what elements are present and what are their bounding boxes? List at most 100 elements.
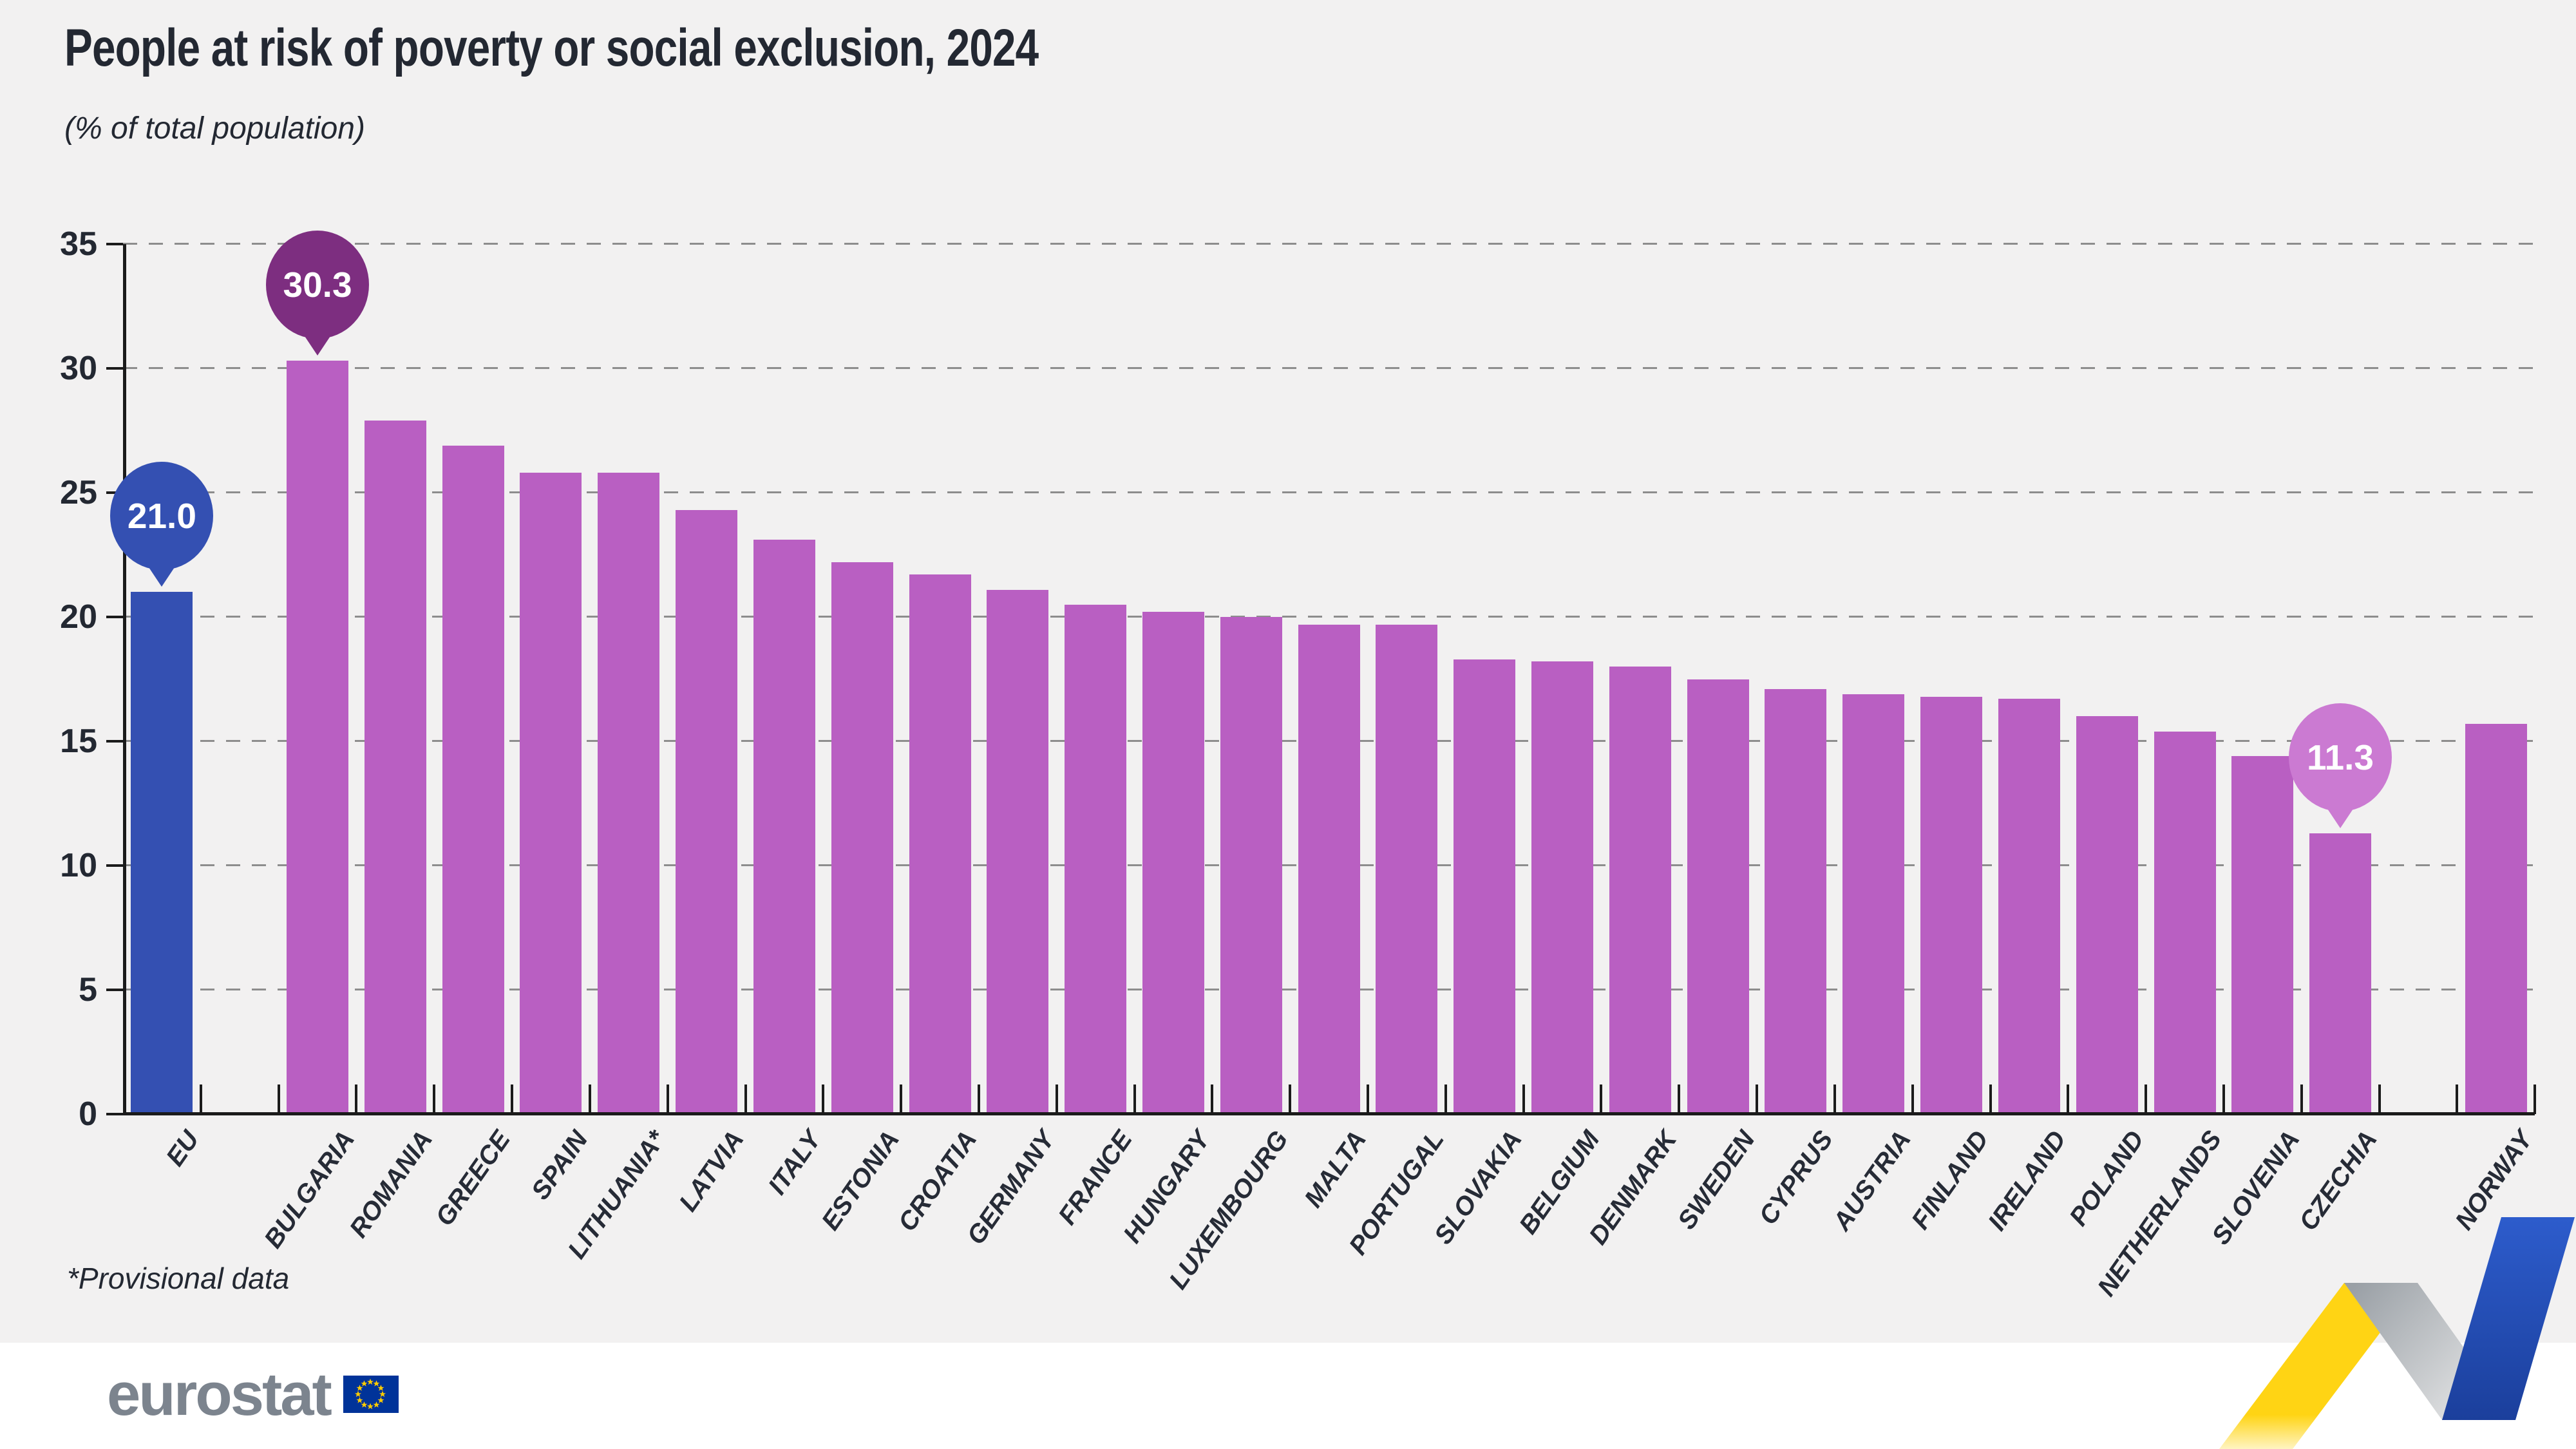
bar-austria: [1842, 694, 1905, 1114]
y-tick-mark-35: [106, 243, 123, 245]
slot-malta: MALTA: [1290, 244, 1372, 1213]
eu-flag-icon: [343, 1376, 399, 1413]
bar-belgium: [1531, 661, 1594, 1114]
bar-norway: [2465, 723, 2527, 1114]
slot-spain: SPAIN: [512, 244, 594, 1205]
slot-latvia: LATVIA: [668, 244, 749, 1217]
x-axis-tick: [2378, 1084, 2381, 1114]
x-axis-tick: [2067, 1084, 2070, 1114]
x-axis-tick: [1600, 1084, 1603, 1114]
bar-sweden: [1687, 679, 1749, 1114]
y-tick-mark-15: [106, 740, 123, 743]
x-axis-tick: [1133, 1084, 1136, 1114]
eurostat-logo-text: eurostat: [107, 1360, 332, 1428]
bar-slovakia: [1454, 659, 1516, 1114]
x-axis-tick: [2456, 1084, 2459, 1114]
slot-romania: ROMANIA: [344, 244, 438, 1243]
x-axis-tick: [1367, 1084, 1369, 1114]
ribbon-yellow-band: [2219, 1283, 2418, 1449]
x-axis-tick: [744, 1084, 747, 1114]
slot-slovenia: SLOVENIA: [2206, 244, 2305, 1250]
x-axis-tick: [199, 1084, 202, 1114]
slot-italy: ITALY: [746, 244, 827, 1200]
y-tick-label-0: 0: [79, 1095, 97, 1133]
x-axis-tick: [900, 1084, 903, 1114]
bar-germany: [987, 589, 1049, 1114]
x-axis-tick: [433, 1084, 436, 1114]
bar-denmark: [1609, 667, 1671, 1114]
bar-spain: [520, 473, 582, 1114]
x-axis-tick: [1833, 1084, 1836, 1114]
bar-cyprus: [1765, 688, 1827, 1114]
y-tick-label-30: 30: [60, 350, 97, 387]
x-axis-tick: [2533, 1084, 2537, 1114]
slot-austria: AUSTRIA: [1827, 244, 1916, 1236]
x-axis-line: [123, 1112, 2535, 1115]
x-axis-tick: [822, 1084, 825, 1114]
eurostat-logo: eurostat: [107, 1364, 399, 1425]
y-tick-label-5: 5: [79, 971, 97, 1009]
callout-value: 30.3: [283, 265, 352, 305]
bar-portugal: [1376, 624, 1438, 1114]
bar-finland: [1920, 696, 1983, 1114]
bar-luxembourg: [1220, 617, 1282, 1114]
bar-italy: [753, 540, 815, 1114]
bar-ireland: [1998, 699, 2060, 1114]
bar-czechia: [2309, 833, 2372, 1114]
x-axis-tick: [588, 1084, 591, 1114]
chart-background: [0, 0, 2576, 1343]
y-tick-label-35: 35: [60, 225, 97, 263]
gridline-20: [123, 616, 2535, 618]
x-axis-tick: [2145, 1084, 2148, 1114]
slot-norway: NORWAY: [2450, 244, 2539, 1235]
footnote-provisional-data: *Provisional data: [67, 1262, 290, 1295]
slot-bulgaria: BULGARIA: [259, 244, 360, 1253]
slot-luxembourg: LUXEMBOURG: [1164, 244, 1294, 1294]
ribbon-blue-band: [2442, 1217, 2575, 1420]
x-axis-tick: [355, 1084, 358, 1114]
x-axis-tick: [1211, 1084, 1214, 1114]
slot-denmark: DENMARK: [1584, 244, 1683, 1250]
slot-portugal: PORTUGAL: [1343, 244, 1449, 1260]
x-axis-tick: [1289, 1084, 1292, 1114]
bar-france: [1065, 604, 1127, 1114]
x-axis-tick: [277, 1084, 280, 1114]
slot-germany: GERMANY: [961, 244, 1060, 1250]
slot-cyprus: CYPRUS: [1754, 244, 1839, 1230]
page-subtitle: (% of total population): [64, 111, 365, 146]
callout-bulgaria: 30.3: [266, 231, 370, 339]
bar-poland: [2076, 716, 2138, 1114]
slot-sweden: SWEDEN: [1672, 244, 1761, 1235]
x-axis-tick: [1444, 1084, 1447, 1114]
slot-netherlands: NETHERLANDS: [2092, 244, 2228, 1302]
bar-romania: [364, 421, 426, 1114]
bar-lithuania: [598, 473, 660, 1114]
bar-croatia: [909, 574, 971, 1114]
x-axis-tick: [511, 1084, 514, 1114]
ribbon-graphic: [2219, 1217, 2575, 1449]
x-axis-tick: [1522, 1084, 1525, 1114]
slot-slovakia: SLOVAKIA: [1428, 244, 1527, 1249]
bar-slovenia: [2231, 756, 2294, 1114]
y-tick-label-25: 25: [60, 474, 97, 511]
slot-lithuania: LITHUANIA*: [563, 244, 671, 1264]
gridline-30: [123, 367, 2535, 369]
x-axis-tick: [1055, 1084, 1058, 1114]
x-axis-tick: [1756, 1084, 1759, 1114]
slot-belgium: BELGIUM: [1513, 244, 1605, 1239]
bar-chart-plot-area: EU BULGARIA ROMANIA GREECE SPAIN LITHUANIA* LA…: [60, 225, 2539, 1302]
slot-eu: EU: [123, 244, 204, 1171]
y-tick-label-20: 20: [60, 598, 97, 636]
slot-estonia: ESTONIA: [816, 244, 905, 1235]
bar-hungary: [1142, 612, 1204, 1114]
y-tick-label-10: 10: [60, 847, 97, 884]
slot-croatia: CROATIA: [893, 244, 983, 1236]
page-title: People at risk of poverty or social excl…: [64, 19, 1039, 77]
slot-france: FRANCE: [1054, 244, 1138, 1230]
bar-estonia: [831, 562, 893, 1114]
y-tick-mark-20: [106, 616, 123, 619]
x-axis-tick: [2222, 1084, 2225, 1114]
callout-value: 21.0: [127, 496, 196, 536]
y-axis-line: [123, 244, 126, 1114]
y-tick-mark-10: [106, 864, 123, 867]
